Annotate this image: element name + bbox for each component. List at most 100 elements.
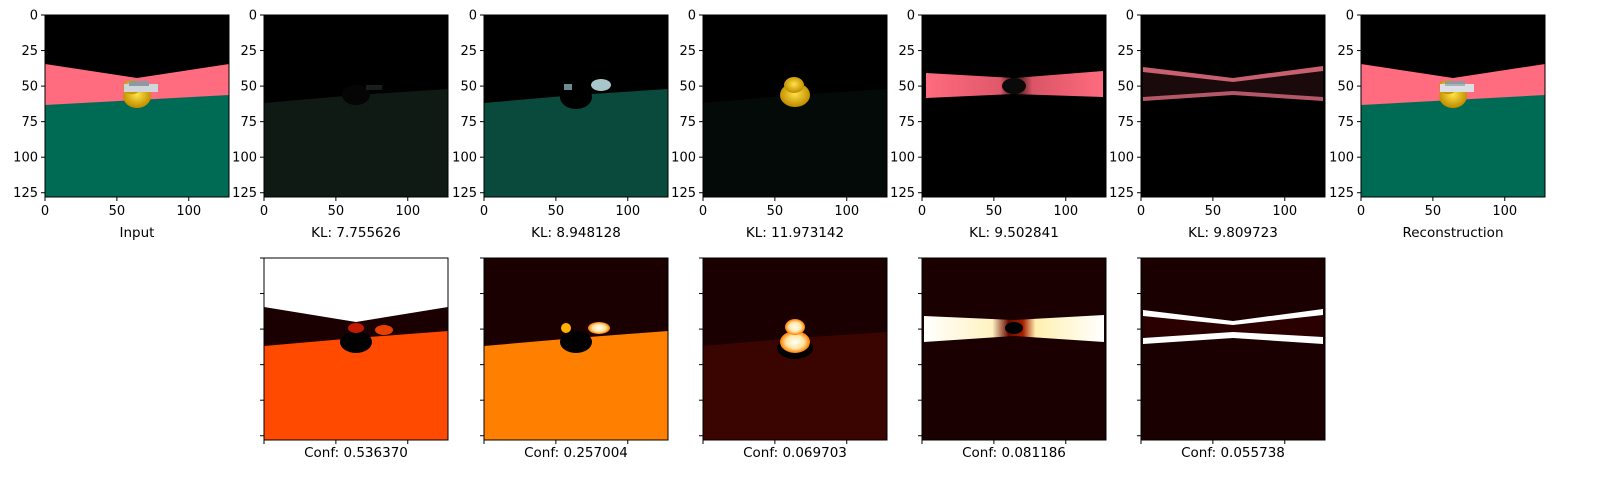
- y-tick-label: 125: [1109, 186, 1134, 201]
- y-tick-label: 100: [232, 151, 257, 166]
- image-background: [922, 15, 1106, 197]
- x-tick-label: 50: [1425, 204, 1442, 219]
- floor-region: [484, 89, 668, 197]
- duck-shadow: [342, 85, 370, 105]
- y-tick-label: 100: [671, 151, 696, 166]
- panel-caption: KL: 8.948128: [531, 225, 621, 241]
- x-tick-label: 100: [1492, 204, 1517, 219]
- car-body: [124, 84, 158, 92]
- panel-caption: Reconstruction: [1402, 225, 1503, 241]
- axes-frame: [702, 257, 888, 441]
- axes-frame: [1140, 14, 1326, 198]
- heat-wall-top: [264, 258, 448, 322]
- axes-frame: [263, 257, 449, 441]
- x-tick-label: 100: [1272, 204, 1297, 219]
- x-tick-label: 0: [1137, 204, 1145, 219]
- y-tick-label: 25: [1117, 44, 1134, 59]
- top-panel: 0 50 100 0 25 50 75 100 125 Reconstruction: [1329, 9, 1546, 241]
- y-tick-label: 0: [688, 9, 696, 24]
- x-tick-label: 0: [41, 204, 49, 219]
- y-tick-label: 0: [469, 9, 477, 24]
- y-tick-label: 125: [671, 186, 696, 201]
- y-tick-label: 50: [240, 80, 257, 95]
- y-tick-label: 100: [452, 151, 477, 166]
- y-tick-label: 75: [679, 115, 696, 130]
- y-tick-label: 50: [460, 80, 477, 95]
- x-tick-label: 0: [699, 204, 707, 219]
- confidence-caption: Conf: 0.081186: [962, 445, 1066, 461]
- x-tick-label: 50: [109, 204, 126, 219]
- heat-floor: [484, 331, 668, 440]
- heat-background: [922, 258, 1106, 440]
- car-hint: [366, 85, 382, 90]
- wall-band-top-edge: [1143, 66, 1323, 82]
- y-tick-label: 25: [21, 44, 38, 59]
- y-tick-label: 25: [460, 44, 477, 59]
- x-tick-label: 100: [395, 204, 420, 219]
- y-tick-label: 0: [1346, 9, 1354, 24]
- y-tick-label: 75: [898, 115, 915, 130]
- duck-shadow: [560, 85, 592, 109]
- y-tick-label: 25: [679, 44, 696, 59]
- heat-car-right: [588, 322, 610, 334]
- y-tick-label: 125: [232, 186, 257, 201]
- top-panel: 0 50 100 0 25 50 75 100 125 Input: [13, 9, 230, 241]
- heat-floor: [264, 331, 448, 440]
- x-tick-label: 50: [548, 204, 565, 219]
- x-tick-label: 50: [986, 204, 1003, 219]
- confidence-panel: Conf: 0.069703: [699, 257, 888, 461]
- y-tick-label: 0: [249, 9, 257, 24]
- heat-duck-hole: [340, 331, 372, 353]
- y-tick-label: 75: [1337, 115, 1354, 130]
- axes-frame: [44, 14, 230, 198]
- top-panel: 0 50 100 0 25 50 75 100 125 KL: 8.948128: [452, 9, 669, 241]
- y-tick-label: 25: [1337, 44, 1354, 59]
- heat-band-top-edge: [1143, 309, 1323, 325]
- x-tick-label: 0: [260, 204, 268, 219]
- axes-frame: [263, 14, 449, 198]
- duck-gap: [1002, 78, 1026, 94]
- y-tick-label: 50: [898, 80, 915, 95]
- heat-duck-head: [785, 319, 805, 335]
- y-tick-label: 50: [679, 80, 696, 95]
- top-panel: 0 50 100 0 25 50 75 100 125 KL: 9.502841: [890, 9, 1107, 241]
- y-tick-label: 50: [1117, 80, 1134, 95]
- heat-car-left: [348, 323, 364, 333]
- car-roof: [1445, 81, 1465, 86]
- confidence-caption: Conf: 0.257004: [524, 445, 628, 461]
- axes-frame: [921, 257, 1107, 441]
- car-blur: [1440, 84, 1474, 92]
- axes-frame: [483, 257, 669, 441]
- confidence-caption: Conf: 0.069703: [743, 445, 847, 461]
- panel-caption: KL: 11.973142: [746, 225, 844, 241]
- y-tick-label: 125: [13, 186, 38, 201]
- duck-head: [784, 77, 804, 93]
- heat-duck-gap: [1005, 322, 1023, 334]
- heat-car-left: [561, 323, 571, 333]
- heat-background: [1141, 258, 1325, 440]
- floor-region: [703, 89, 887, 197]
- heat-duck-hole: [560, 331, 592, 353]
- x-tick-label: 50: [1205, 204, 1222, 219]
- car-highlight: [591, 79, 611, 91]
- panel-caption: Input: [120, 225, 155, 241]
- x-tick-label: 100: [834, 204, 859, 219]
- axes-frame: [483, 14, 669, 198]
- confidence-panel: Conf: 0.536370: [260, 257, 449, 461]
- y-tick-label: 100: [1329, 151, 1354, 166]
- y-tick-label: 25: [240, 44, 257, 59]
- y-tick-label: 75: [460, 115, 477, 130]
- car-body: [1440, 84, 1474, 92]
- axes-frame: [921, 14, 1107, 198]
- heat-duck-body: [780, 331, 810, 353]
- heat-floor: [703, 332, 887, 440]
- confidence-caption: Conf: 0.055738: [1181, 445, 1285, 461]
- y-tick-label: 125: [1329, 186, 1354, 201]
- wall-band-bottom-edge: [1143, 91, 1323, 101]
- y-tick-label: 100: [13, 151, 38, 166]
- x-tick-label: 100: [615, 204, 640, 219]
- floor-region: [1361, 95, 1545, 197]
- confidence-panel: Conf: 0.055738: [1137, 257, 1326, 461]
- y-tick-label: 50: [21, 80, 38, 95]
